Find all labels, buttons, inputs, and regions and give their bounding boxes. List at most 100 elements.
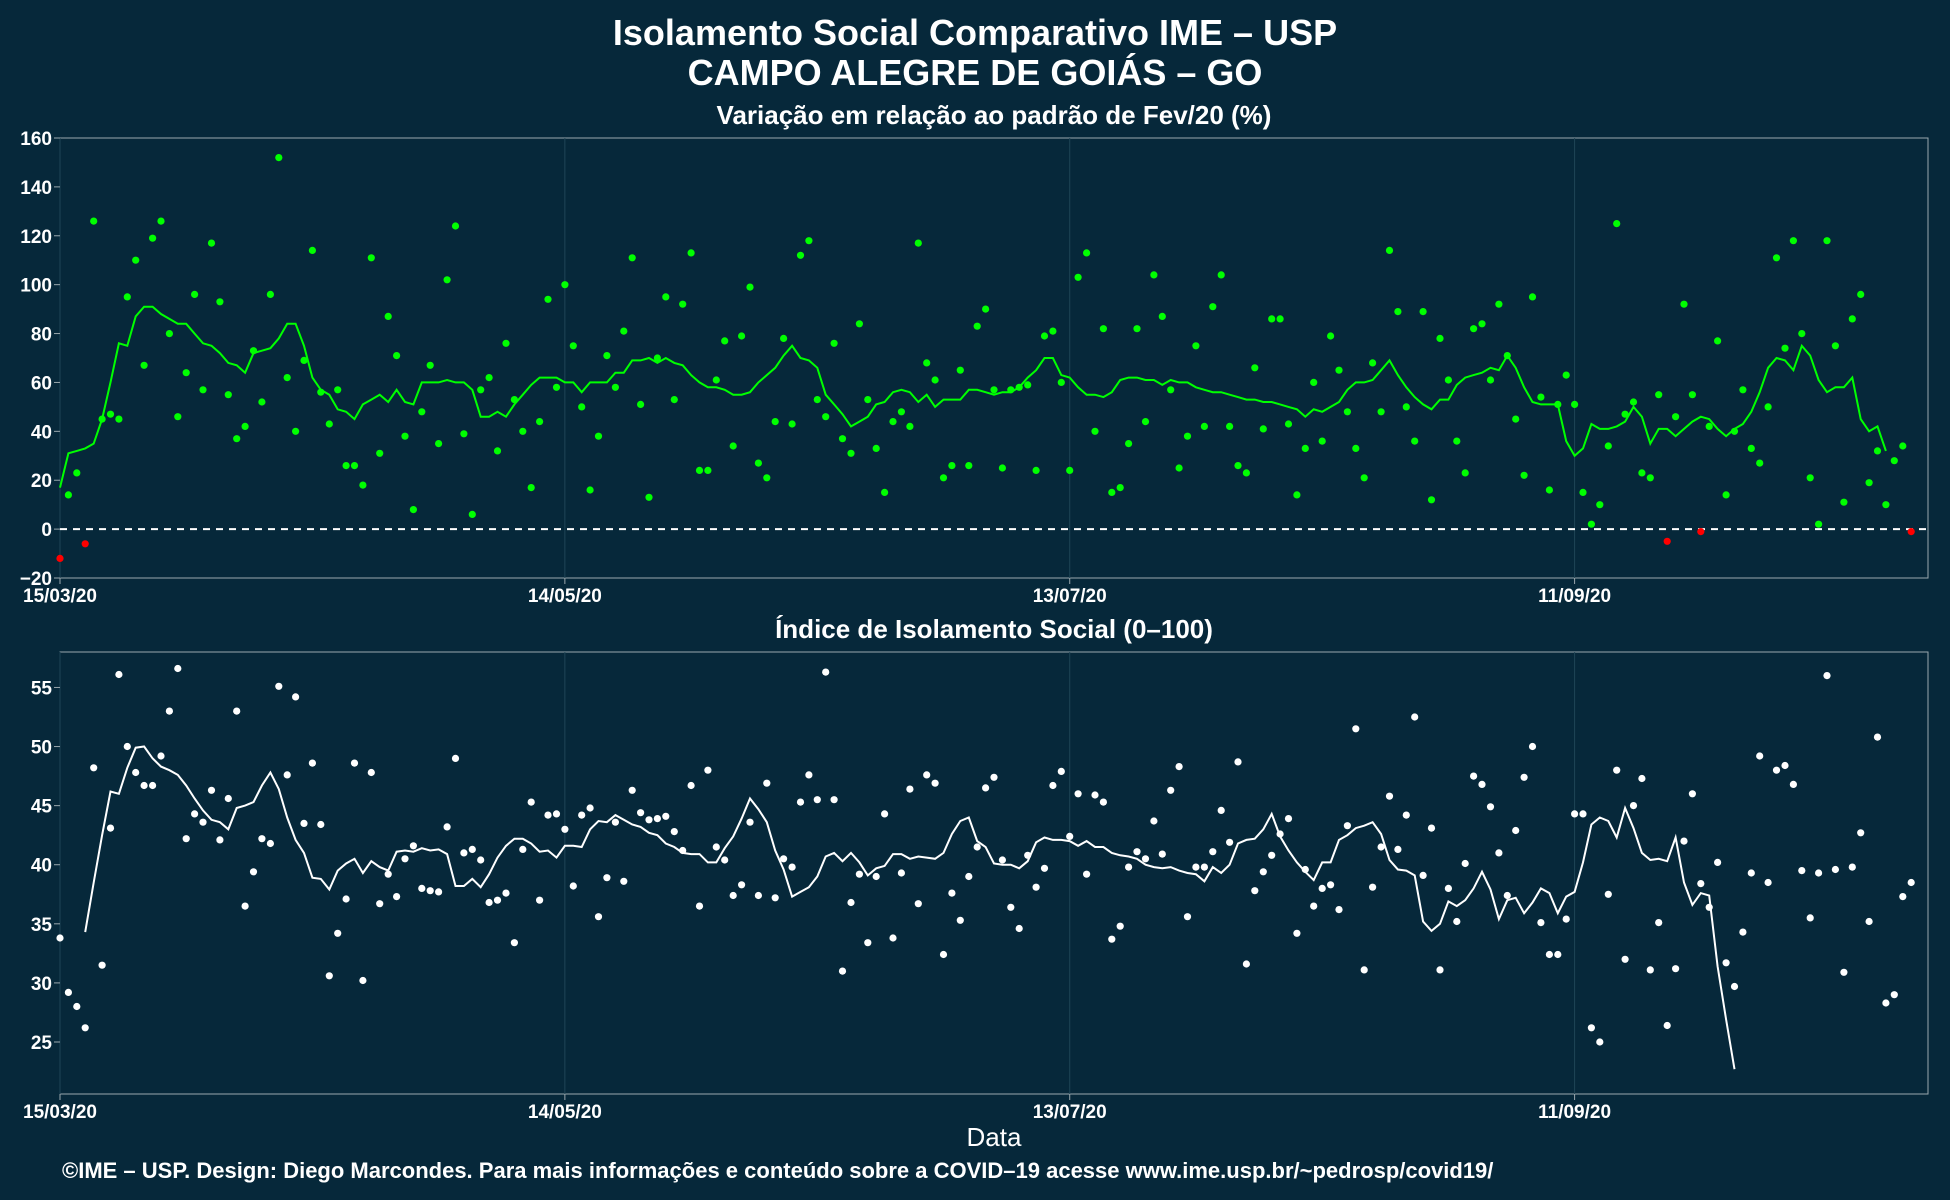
index-data-point bbox=[679, 846, 687, 855]
variation-data-point bbox=[1427, 496, 1436, 504]
index-data-point bbox=[317, 820, 325, 829]
index-ytick-label: 45 bbox=[31, 797, 53, 818]
index-data-point bbox=[519, 845, 527, 854]
variation-data-point bbox=[569, 342, 577, 350]
variation-data-point bbox=[519, 427, 527, 435]
variation-data-point bbox=[149, 234, 157, 242]
index-data-point bbox=[249, 868, 258, 876]
variation-data-point bbox=[510, 396, 518, 404]
index-data-point bbox=[493, 896, 502, 904]
index-data-point bbox=[106, 824, 115, 832]
index-data-point bbox=[334, 929, 342, 937]
variation-data-point bbox=[1899, 442, 1907, 450]
index-data-point bbox=[1520, 773, 1528, 781]
variation-data-point bbox=[451, 222, 460, 230]
variation-data-point bbox=[1571, 400, 1579, 408]
index-data-point bbox=[216, 836, 224, 844]
index-data-point bbox=[199, 818, 207, 826]
index-data-point bbox=[224, 794, 232, 803]
index-data-point bbox=[367, 768, 375, 777]
index-data-point bbox=[56, 934, 64, 942]
index-data-point bbox=[1192, 863, 1200, 871]
variation-data-point bbox=[1688, 391, 1696, 399]
variation-data-point bbox=[477, 386, 485, 394]
variation-panel-title: Variação em relação ao padrão de Fev/20 … bbox=[717, 100, 1272, 130]
variation-data-point bbox=[771, 418, 779, 426]
index-data-point bbox=[460, 849, 468, 857]
variation-data-point bbox=[1730, 427, 1739, 435]
index-data-point bbox=[628, 786, 636, 794]
index-data-point bbox=[132, 768, 140, 777]
variation-data-point bbox=[165, 330, 173, 338]
index-plot-frame bbox=[59, 651, 1929, 1095]
variation-data-point bbox=[939, 474, 948, 482]
variation-data-point bbox=[620, 327, 628, 335]
variation-plot-frame bbox=[59, 137, 1929, 579]
variation-xtick-label: 14/05/20 bbox=[528, 586, 602, 607]
variation-data-point bbox=[662, 293, 670, 301]
index-data-point bbox=[1663, 1021, 1671, 1030]
index-data-point bbox=[1528, 742, 1537, 751]
index-data-point bbox=[738, 881, 746, 889]
index-data-point bbox=[283, 771, 291, 779]
variation-data-point bbox=[1192, 342, 1200, 350]
variation-data-point bbox=[1411, 437, 1419, 445]
index-data-point bbox=[485, 898, 493, 907]
variation-data-point bbox=[1183, 432, 1192, 440]
index-data-point bbox=[73, 1002, 81, 1011]
index-data-point bbox=[1764, 878, 1772, 887]
variation-data-point bbox=[1739, 386, 1747, 394]
index-data-point bbox=[401, 855, 409, 863]
index-data-point bbox=[1024, 851, 1032, 859]
variation-data-point bbox=[788, 420, 796, 428]
index-data-point bbox=[233, 707, 241, 715]
variation-data-point bbox=[1032, 466, 1040, 474]
index-data-point bbox=[712, 843, 720, 851]
index-data-point bbox=[662, 812, 670, 820]
index-data-point bbox=[292, 693, 300, 701]
variation-data-point bbox=[199, 386, 207, 394]
variation-data-point bbox=[1108, 488, 1116, 496]
variation-data-point bbox=[485, 374, 493, 382]
index-data-point bbox=[746, 818, 754, 826]
index-data-point bbox=[1234, 758, 1242, 766]
variation-data-point bbox=[115, 415, 123, 423]
variation-data-point bbox=[1890, 457, 1898, 465]
variation-data-point bbox=[1226, 422, 1234, 430]
index-data-point bbox=[1781, 761, 1789, 770]
variation-data-point bbox=[1655, 391, 1663, 399]
variation-data-point bbox=[628, 254, 636, 262]
variation-data-point bbox=[1083, 249, 1091, 257]
index-ytick-label: 40 bbox=[31, 856, 52, 877]
index-data-point bbox=[1226, 838, 1234, 846]
index-data-point bbox=[1259, 868, 1267, 876]
index-data-point bbox=[1360, 966, 1368, 974]
variation-data-point bbox=[1772, 254, 1781, 262]
variation-data-point bbox=[207, 239, 216, 247]
index-data-point bbox=[754, 891, 763, 900]
index-data-point bbox=[359, 976, 367, 985]
variation-data-point bbox=[1857, 290, 1865, 298]
variation-data-point bbox=[990, 386, 998, 394]
variation-data-point bbox=[1335, 366, 1343, 374]
index-data-point bbox=[1545, 950, 1553, 959]
variation-data-point bbox=[342, 462, 350, 470]
index-data-point bbox=[64, 988, 72, 997]
variation-ytick-label: 80 bbox=[31, 325, 52, 346]
variation-data-point bbox=[90, 217, 98, 225]
variation-data-point bbox=[923, 359, 931, 367]
variation-data-point bbox=[1806, 474, 1814, 482]
index-data-point bbox=[1301, 865, 1309, 874]
index-xtick-label: 15/03/20 bbox=[23, 1102, 97, 1123]
variation-data-point bbox=[687, 249, 695, 257]
index-data-point bbox=[1427, 824, 1436, 832]
index-data-point bbox=[1394, 845, 1402, 854]
variation-data-point bbox=[1116, 484, 1124, 492]
variation-data-point bbox=[502, 339, 510, 347]
variation-data-point bbox=[1613, 220, 1621, 228]
variation-data-point bbox=[1823, 237, 1831, 245]
variation-data-point bbox=[1284, 420, 1293, 428]
variation-data-point bbox=[780, 334, 788, 342]
variation-data-point bbox=[317, 388, 325, 396]
variation-data-point bbox=[931, 376, 939, 384]
